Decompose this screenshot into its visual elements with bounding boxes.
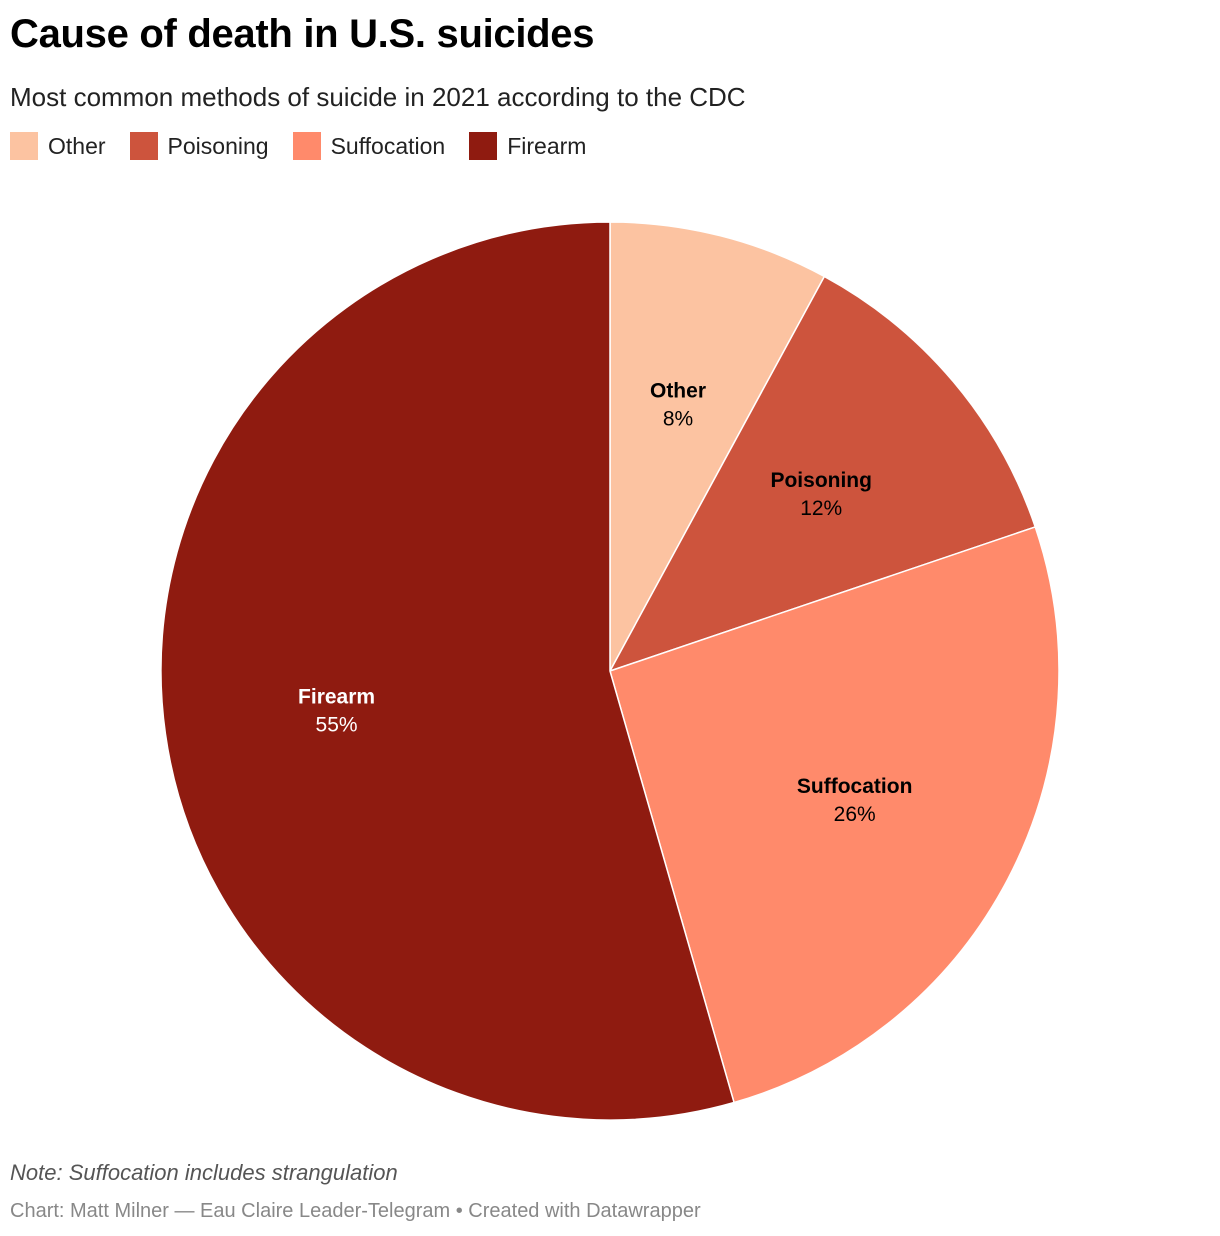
legend-item-poisoning: Poisoning: [129, 132, 269, 160]
legend-label-suffocation: Suffocation: [330, 132, 446, 159]
pie-slice-suffocation: [609, 526, 1060, 1104]
legend-item-other: Other: [10, 132, 106, 160]
pie-labels: Other 8% Poisoning 12% Suffocation 26% Firearm…: [298, 379, 912, 826]
pie-slice-firearm: [160, 221, 735, 1121]
chart-title: Cause of death in U.S. suicides: [10, 12, 595, 56]
legend-label-other: Other: [48, 132, 106, 159]
pie-slice-poisoning: [609, 275, 1037, 672]
pie-label-name-firearm: Firearm: [298, 686, 375, 709]
legend-swatch-suffocation: [292, 132, 321, 160]
pie-label-name-poisoning: Poisoning: [770, 469, 872, 492]
legend-label-firearm: Firearm: [507, 132, 587, 159]
legend-item-suffocation: Suffocation: [292, 132, 446, 160]
legend: Other Poisoning Suffocation Firearm: [10, 132, 610, 160]
legend-item-firearm: Firearm: [469, 132, 586, 160]
pie-label-name-other: Other: [650, 379, 706, 402]
pie-label-value-other: 8%: [663, 407, 693, 430]
pie-label-value-suffocation: 26%: [834, 803, 876, 826]
legend-swatch-firearm: [469, 132, 498, 160]
legend-swatch-poisoning: [129, 132, 158, 160]
pie-label-name-suffocation: Suffocation: [797, 775, 913, 798]
legend-label-poisoning: Poisoning: [167, 132, 269, 159]
pie-label-value-firearm: 55%: [316, 714, 358, 737]
chart-note: Note: Suffocation includes strangulation: [10, 1160, 398, 1185]
chart-subtitle: Most common methods of suicide in 2021 a…: [10, 82, 746, 112]
pie-slice-other: [609, 221, 826, 672]
pie-label-value-poisoning: 12%: [800, 497, 842, 520]
chart-credit: Chart: Matt Milner — Eau Claire Leader-T…: [10, 1200, 701, 1222]
legend-swatch-other: [10, 132, 38, 160]
pie-slices: [160, 221, 1060, 1121]
